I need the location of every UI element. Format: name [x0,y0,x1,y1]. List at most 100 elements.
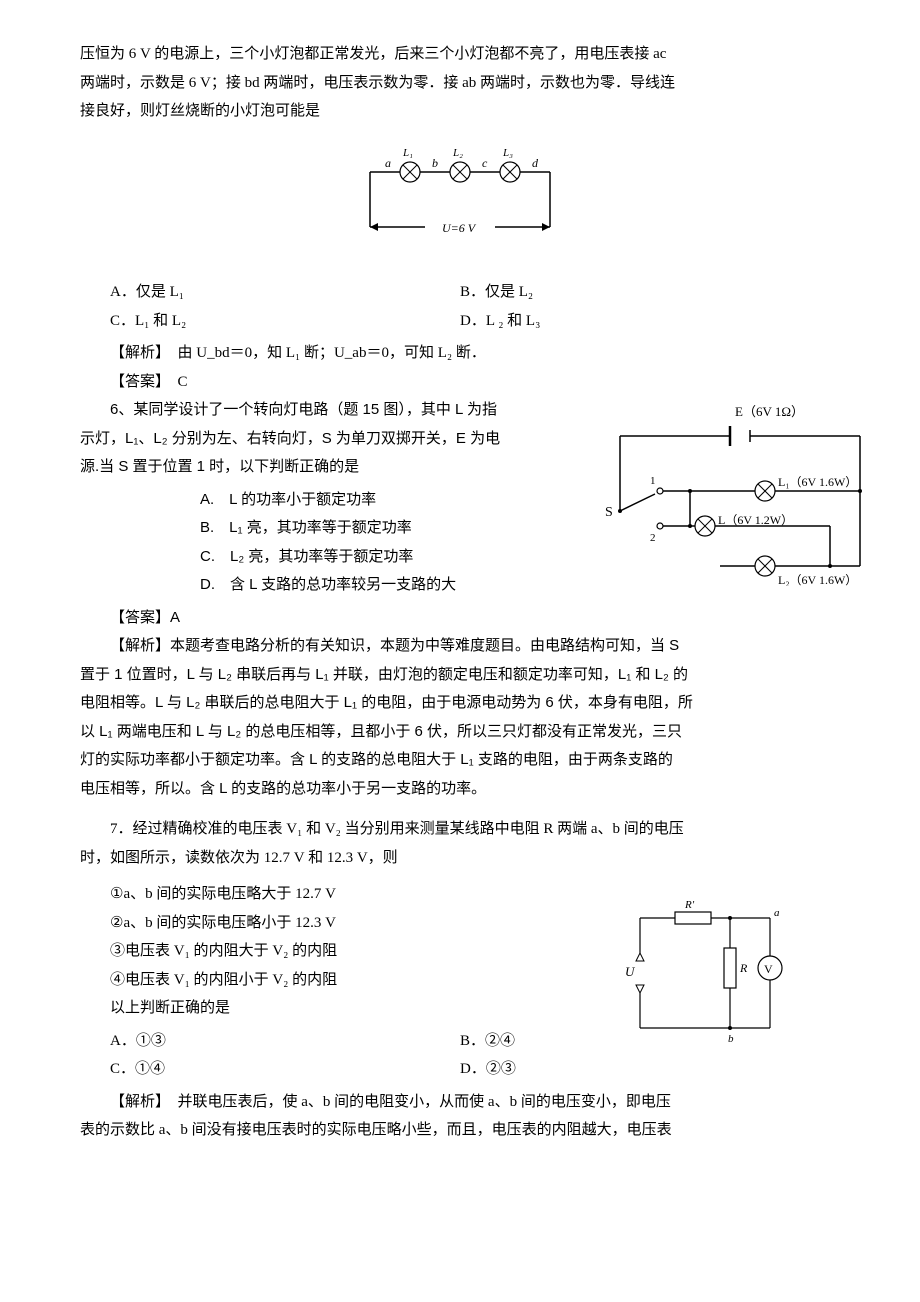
q6-ana-l1: 【解析】本题考查电路分析的有关知识，本题为中等难度题目。由电路结构可知，当 S [80,632,840,661]
text: 以上判断正确的是 [110,1000,230,1016]
q6-figure: S 1 2 [600,396,880,597]
label-U: U [625,964,636,979]
label-R: R [739,961,748,975]
q6-intro-line3: 源.当 S 置于位置 1 时，以下判断正确的是 [80,453,550,482]
label-L1: L₁（6V 1.6W） [778,475,857,489]
q5-choice-D: D．L ₂ 和 L₃ [460,307,840,336]
q7-circuit-svg: V U R′ R a b [620,898,800,1048]
text: B．仅是 L₂ [460,284,533,300]
q5-figure: a b c d L₁ L₂ L₃ U=6 V [80,142,840,263]
q6-circuit-svg: S 1 2 [600,396,880,586]
q5-circuit-svg: a b c d L₁ L₂ L₃ U=6 V [350,142,570,252]
label-a: a [385,156,391,170]
text: A．①③ [110,1033,166,1049]
label-L3: L₃ [502,147,513,159]
q5-intro-line2: 两端时，示数是 6 V；接 bd 两端时，电压表示数为零．接 ab 两端时，示数… [80,69,840,98]
text: 置于 1 位置时，L 与 L₂ 串联后再与 L₁ 并联，由灯泡的额定电压和额定功… [80,666,688,683]
q6-ana-l6: 电压相等，所以。含 L 的支路的总功率小于另一支路的功率。 [80,775,840,804]
label-c: c [482,156,488,170]
q7-intro-line1: 7．经过精确校准的电压表 V₁ 和 V₂ 当分别用来测量某线路中电阻 R 两端 … [80,815,840,844]
q7-choice-A: A．①③ [80,1027,460,1056]
label-p2: 2 [650,532,656,544]
q7-figure: V U R′ R a b [620,898,800,1059]
text: 灯的实际功率都小于额定功率。含 L 的支路的总电阻大于 L₁ 支路的电阻，由于两… [80,751,673,768]
text: 7．经过精确校准的电压表 V₁ 和 V₂ 当分别用来测量某线路中电阻 R 两端 … [110,821,684,837]
label-b: b [728,1033,734,1045]
text: C. L₂ 亮，其功率等于额定功率 [200,548,413,565]
text: D．②③ [460,1061,516,1077]
q5-choice-C: C．L₁ 和 L₂ [80,307,460,336]
text: 【解析】本题考查电路分析的有关知识，本题为中等难度题目。由电路结构可知，当 S [110,637,679,654]
text: 接良好，则灯丝烧断的小灯泡可能是 [80,103,320,119]
q7-ana-l2: 表的示数比 a、b 间没有接电压表时的实际电压略小些，而且，电压表的内阻越大，电… [80,1116,840,1145]
q5-analysis: 【解析】 由 U_bd＝0，知 L₁ 断；U_ab＝0，可知 L₂ 断． [80,339,840,368]
text: 源.当 S 置于位置 1 时，以下判断正确的是 [80,458,359,475]
q6-intro-line1: 6、某同学设计了一个转向灯电路（题 15 图），其中 L 为指 [80,396,550,425]
q6-choice-D: D. 含 L 支路的总功率较另一支路的大 [80,571,550,600]
text: 两端时，示数是 6 V；接 bd 两端时，电压表示数为零．接 ab 两端时，示数… [80,75,675,91]
text: D. 含 L 支路的总功率较另一支路的大 [200,576,456,593]
text: C．L₁ 和 L₂ [110,313,186,329]
label-Rp: R′ [684,899,695,911]
label-S: S [605,505,613,520]
q6-choice-C: C. L₂ 亮，其功率等于额定功率 [80,543,550,572]
q7-ana-l1: 【解析】 并联电压表后，使 a、b 间的电阻变小，从而使 a、b 间的电压变小，… [80,1088,840,1117]
label-d: d [532,156,539,170]
label-L: L（6V 1.2W） [718,513,793,527]
text: 【答案】A [110,609,180,626]
text: ④电压表 V₁ 的内阻小于 V₂ 的内阻 [110,972,337,988]
text: C．①④ [110,1061,165,1077]
text: ①a、b 间的实际电压略大于 12.7 V [110,886,336,902]
text: 【解析】 由 U_bd＝0，知 L₁ 断；U_ab＝0，可知 L₂ 断． [110,345,486,361]
label-L2: L₂（6V 1.6W） [778,573,857,586]
q7-choice-C: C．①④ [80,1055,460,1084]
q6-ana-l2: 置于 1 位置时，L 与 L₂ 串联后再与 L₁ 并联，由灯泡的额定电压和额定功… [80,661,840,690]
q6-wrap: 6、某同学设计了一个转向灯电路（题 15 图），其中 L 为指 示灯，L₁、L₂… [80,396,840,600]
q5-choice-B: B．仅是 L₂ [460,278,840,307]
q6-ana-l3: 电阻相等。L 与 L₂ 串联后的总电阻大于 L₁ 的电阻，由于电源电动势为 6 … [80,689,840,718]
text: 【答案】 C [110,374,188,390]
text: A. L 的功率小于额定功率 [200,491,376,508]
label-b: b [432,156,438,170]
q6-text: 6、某同学设计了一个转向灯电路（题 15 图），其中 L 为指 示灯，L₁、L₂… [80,396,550,600]
q6-ana-l5: 灯的实际功率都小于额定功率。含 L 的支路的总电阻大于 L₁ 支路的电阻，由于两… [80,746,840,775]
q7-choice-D: D．②③ [460,1055,840,1084]
q7-intro-line2: 时，如图所示，读数依次为 12.7 V 和 12.3 V，则 [80,844,840,873]
page: 压恒为 6 V 的电源上，三个小灯泡都正常发光，后来三个小灯泡都不亮了，用电压表… [0,0,920,1185]
label-a: a [774,907,780,919]
label-L1: L₁ [402,147,413,159]
q6-answer: 【答案】A [80,604,840,633]
text: 电阻相等。L 与 L₂ 串联后的总电阻大于 L₁ 的电阻，由于电源电动势为 6 … [80,694,693,711]
spacer [80,872,840,880]
text: B. L₁ 亮，其功率等于额定功率 [200,519,412,536]
q5-answer: 【答案】 C [80,368,840,397]
text: 【解析】 并联电压表后，使 a、b 间的电阻变小，从而使 a、b 间的电压变小，… [110,1094,671,1110]
q6-intro-line2: 示灯，L₁、L₂ 分别为左、右转向灯，S 为单刀双掷开关，E 为电 [80,425,550,454]
text: 压恒为 6 V 的电源上，三个小灯泡都正常发光，后来三个小灯泡都不亮了，用电压表… [80,46,666,62]
text: B．②④ [460,1033,515,1049]
text: 以 L₁ 两端电压和 L 与 L₂ 的总电压相等，且都小于 6 伏，所以三只灯都… [80,723,682,740]
text: 表的示数比 a、b 间没有接电压表时的实际电压略小些，而且，电压表的内阻越大，电… [80,1122,672,1138]
text: ③电压表 V₁ 的内阻大于 V₂ 的内阻 [110,943,337,959]
text: D．L ₂ 和 L₃ [460,313,540,329]
label-L2: L₂ [452,147,463,159]
label-p1: 1 [650,475,656,487]
q6-choice-A: A. L 的功率小于额定功率 [80,486,550,515]
q5-choice-A: A．仅是 L₁ [80,278,460,307]
label-V: V [764,962,773,976]
label-U: U=6 V [442,221,477,235]
spacer [80,803,840,815]
label-E: E（6V 1Ω） [735,404,804,419]
text: 6、某同学设计了一个转向灯电路（题 15 图），其中 L 为指 [110,401,497,418]
q6-choice-B: B. L₁ 亮，其功率等于额定功率 [80,514,550,543]
q6-ana-l4: 以 L₁ 两端电压和 L 与 L₂ 的总电压相等，且都小于 6 伏，所以三只灯都… [80,718,840,747]
text: 示灯，L₁、L₂ 分别为左、右转向灯，S 为单刀双掷开关，E 为电 [80,430,500,447]
q5-choices: A．仅是 L₁ B．仅是 L₂ C．L₁ 和 L₂ D．L ₂ 和 L₃ [80,278,840,335]
text: 时，如图所示，读数依次为 12.7 V 和 12.3 V，则 [80,850,398,866]
text: 电压相等，所以。含 L 的支路的总功率小于另一支路的功率。 [80,780,486,797]
q5-intro-line3: 接良好，则灯丝烧断的小灯泡可能是 [80,97,840,126]
q5-intro-line1: 压恒为 6 V 的电源上，三个小灯泡都正常发光，后来三个小灯泡都不亮了，用电压表… [80,40,840,69]
text: ②a、b 间的实际电压略小于 12.3 V [110,915,336,931]
q7-wrap: ①a、b 间的实际电压略大于 12.7 V ②a、b 间的实际电压略小于 12.… [80,872,840,1023]
text: A．仅是 L₁ [110,284,184,300]
